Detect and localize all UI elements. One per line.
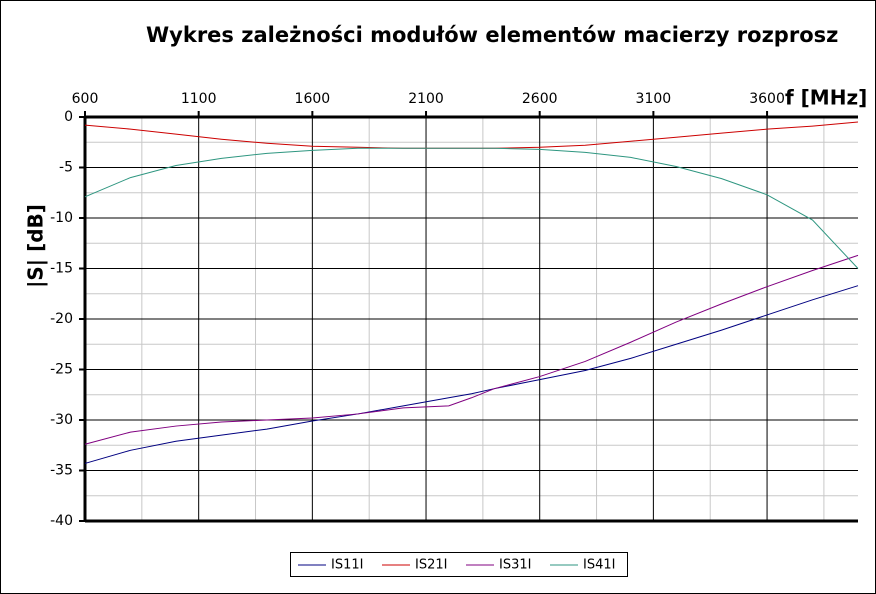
- y-tick-label: -40: [50, 513, 73, 529]
- series-line: [84, 147, 859, 269]
- legend-label: IS21I: [415, 558, 447, 573]
- x-tick-label: 2100: [408, 91, 444, 107]
- chart-title: Wykres zależności modułów elementów maci…: [146, 23, 838, 47]
- y-tick-label: -10: [50, 210, 73, 226]
- x-tick-label: 1600: [295, 91, 331, 107]
- y-tick-label: 0: [64, 109, 73, 125]
- y-tick-label: -15: [50, 261, 73, 277]
- y-tick-label: -20: [50, 311, 73, 327]
- x-axis-label: f [MHz]: [785, 86, 867, 110]
- series-line: [84, 285, 859, 464]
- y-tick-label: -30: [50, 412, 73, 428]
- y-tick-label: -35: [50, 463, 73, 479]
- x-tick-label: 3100: [636, 91, 672, 107]
- y-axis-label: |S| [dB]: [24, 204, 48, 288]
- legend-label: IS11I: [331, 558, 363, 573]
- x-tick-label: 1100: [181, 91, 217, 107]
- y-tick-label: -25: [50, 362, 73, 378]
- x-tick-label: 2600: [522, 91, 558, 107]
- x-tick-label: 3600: [749, 91, 785, 107]
- legend-label: IS41I: [583, 558, 615, 573]
- legend-label: IS31I: [499, 558, 531, 573]
- series-line: [84, 254, 859, 445]
- x-tick-label: 600: [72, 91, 99, 107]
- y-tick-label: -5: [59, 160, 73, 176]
